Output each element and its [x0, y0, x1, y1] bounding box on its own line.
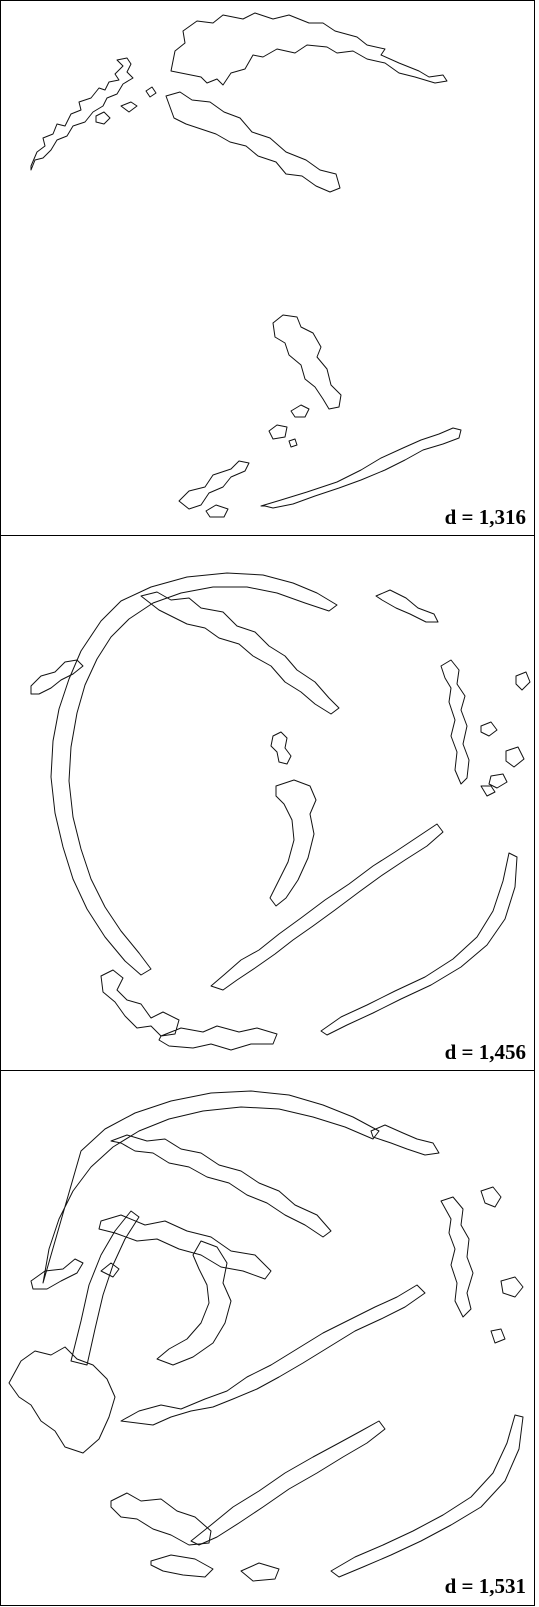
contour [166, 92, 340, 192]
contour [179, 428, 461, 517]
figure: d = 1,316 d = 1,456 [0, 0, 539, 1606]
contour [371, 1125, 439, 1155]
panel-label: d = 1,316 [445, 505, 526, 530]
contours [1, 536, 536, 1073]
contour [9, 1211, 139, 1453]
panel-label: d = 1,531 [445, 1574, 526, 1599]
contour [31, 58, 133, 170]
contour [141, 592, 339, 714]
contour [271, 732, 291, 764]
contours [1, 1071, 536, 1607]
contour [111, 1493, 279, 1581]
contour [211, 824, 443, 990]
contour [321, 853, 517, 1035]
panel: d = 1,316 [0, 0, 535, 537]
contour [506, 672, 530, 767]
contour [111, 1135, 331, 1237]
contour [43, 1091, 379, 1283]
contour [99, 1215, 271, 1279]
contour [96, 87, 156, 124]
contour [331, 1415, 523, 1577]
contour [270, 780, 316, 906]
contour [157, 1241, 231, 1365]
contour [376, 590, 507, 796]
panel-label: d = 1,456 [445, 1040, 526, 1065]
contour [121, 1285, 425, 1425]
contour [191, 1421, 385, 1545]
contour [441, 1187, 523, 1343]
panel: d = 1,531 [0, 1070, 535, 1606]
contour [51, 573, 337, 975]
contour [171, 13, 447, 85]
contours [1, 1, 536, 538]
contour [269, 405, 309, 447]
contour [273, 315, 341, 409]
contour [101, 970, 277, 1050]
panel: d = 1,456 [0, 535, 535, 1072]
